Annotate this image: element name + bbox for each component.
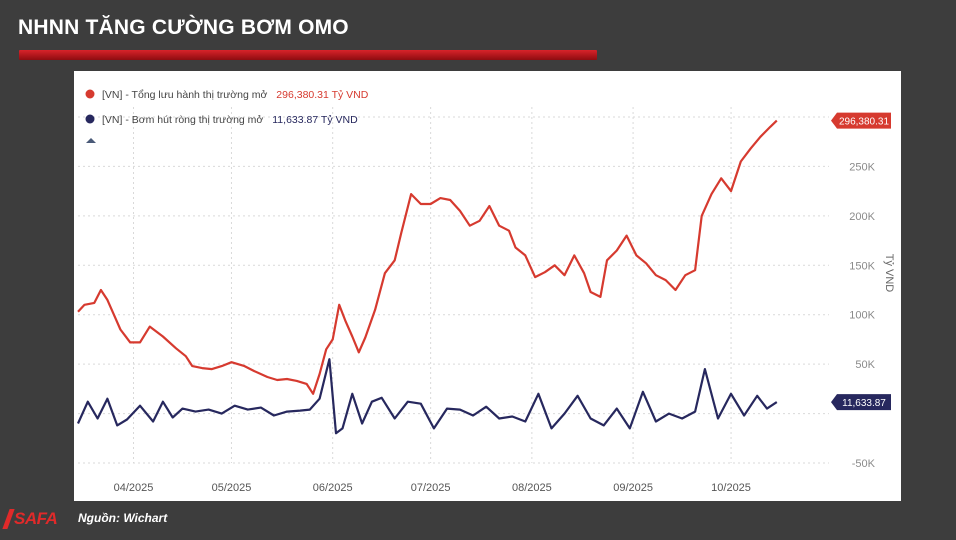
y-axis: -50K50K100K150K200K250K300K: [849, 112, 875, 470]
x-axis: 04/2025 05/2025 06/2025 07/2025 08/2025 09/20…: [114, 482, 751, 494]
series: [76, 119, 778, 435]
logo-mark-icon: [2, 509, 15, 529]
y-tick-label: 200K: [849, 211, 875, 223]
y-axis-label: Tỷ VND: [883, 254, 895, 293]
x-tick-label: 05/2025: [212, 482, 252, 494]
y-tick-label: -50K: [852, 458, 876, 470]
x-tick-label: 10/2025: [711, 482, 751, 494]
y-tick-label: 50K: [855, 359, 875, 371]
badge-shape: [831, 394, 891, 411]
series-line-total-outstanding: [77, 119, 778, 395]
x-tick-label: 07/2025: [411, 482, 451, 494]
last-value-badge: 11,633.87: [831, 394, 891, 411]
last-value-badge: 296,380.31: [831, 112, 891, 129]
series-line-net-injection: [76, 358, 778, 435]
badge-value: 296,380.31: [839, 117, 889, 128]
source-note: Nguồn: Wichart: [78, 511, 168, 525]
badge-shape: [831, 112, 891, 129]
x-tick-label: 09/2025: [613, 482, 653, 494]
x-tick-label: 06/2025: [313, 482, 353, 494]
legend-marker-net: [85, 114, 95, 124]
svg-text:[VN] - Tổng lưu hành thị trườn: [VN] - Tổng lưu hành thị trường mở 296,3…: [102, 89, 369, 101]
legend-item-total[interactable]: [VN] - Tổng lưu hành thị trường mở 296,3…: [85, 89, 369, 101]
legend-value-total: 296,380.31 Tỷ VND: [276, 89, 368, 101]
badge-value: 11,633.87: [842, 398, 886, 409]
line-chart: -50K50K100K150K200K250K300K 04/202505/20…: [76, 89, 895, 494]
svg-text:[VN] - Bơm hút ròng thị trường: [VN] - Bơm hút ròng thị trường mở 11,633…: [102, 114, 358, 126]
page-title: NHNN TĂNG CƯỜNG BƠM OMO: [18, 16, 349, 39]
x-tick-label: 08/2025: [512, 482, 552, 494]
legend: [VN] - Tổng lưu hành thị trường mở 296,3…: [85, 89, 369, 143]
y-tick-label: 100K: [849, 310, 875, 322]
y-tick-label: 150K: [849, 260, 875, 272]
brand-logo: SAFA: [2, 506, 58, 532]
logo-text: SAFA: [14, 509, 58, 528]
legend-collapse-icon[interactable]: [86, 138, 96, 143]
legend-label-net: [VN] - Bơm hút ròng thị trường mở: [102, 114, 263, 126]
title-underline: [19, 50, 597, 60]
legend-marker-total: [85, 89, 95, 99]
legend-item-net[interactable]: [VN] - Bơm hút ròng thị trường mở 11,633…: [85, 114, 359, 126]
x-tick-label: 04/2025: [114, 482, 154, 494]
chart-panel: -50K50K100K150K200K250K300K 04/202505/20…: [74, 71, 901, 501]
legend-label-total: [VN] - Tổng lưu hành thị trường mở: [102, 89, 267, 101]
y-tick-label: 250K: [849, 161, 875, 173]
legend-value-net: 11,633.87 Tỷ VND: [272, 114, 358, 126]
last-value-badges: 296,380.31 11,633.87: [831, 112, 891, 411]
